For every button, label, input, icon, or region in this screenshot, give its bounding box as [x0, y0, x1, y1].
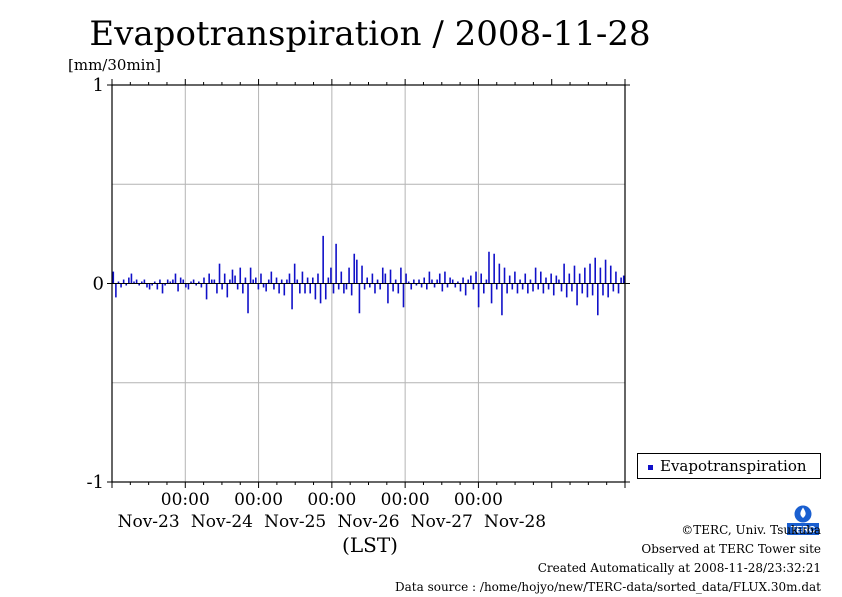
y-axis-unit: [mm/30min]: [68, 56, 161, 74]
y-tick-label: 0: [93, 274, 104, 295]
legend: Evapotranspiration: [637, 453, 821, 479]
series-evapotranspiration: [112, 235, 625, 316]
x-tick-time-label: 00:00: [381, 490, 430, 510]
x-tick-time-label: 00:00: [454, 490, 503, 510]
x-tick-time-label: 00:00: [234, 490, 283, 510]
x-tick-date-label: Nov-25: [264, 512, 326, 532]
x-axis-label: (LST): [342, 533, 398, 557]
y-tick-label: 1: [93, 75, 104, 96]
legend-swatch: [648, 465, 653, 470]
x-tick-time-label: 00:00: [161, 490, 210, 510]
legend-label: Evapotranspiration: [660, 457, 807, 475]
credit-copyright: ©TERC, Univ. Tsukuba: [681, 523, 821, 537]
credit-source: Data source : /home/hojyo/new/TERC-data/…: [395, 580, 821, 594]
x-tick-date-label: Nov-27: [411, 512, 473, 532]
credit-site: Observed at TERC Tower site: [641, 542, 821, 556]
credit-created: Created Automatically at 2008-11-28/23:3…: [537, 561, 821, 575]
chart-title: Evapotranspiration / 2008-11-28: [89, 14, 651, 54]
terc-logo: TERC: [784, 503, 822, 539]
x-tick-time-label: 00:00: [307, 490, 356, 510]
x-tick-date-label: Nov-26: [337, 512, 399, 532]
y-tick-label: -1: [86, 472, 104, 493]
logo-text: TERC: [791, 525, 816, 535]
x-tick-date-label: Nov-28: [484, 512, 546, 532]
x-tick-date-label: Nov-23: [118, 512, 180, 532]
axes: [107, 79, 630, 488]
x-tick-date-label: Nov-24: [191, 512, 253, 532]
credits: ©TERC, Univ. Tsukuba Observed at TERC To…: [395, 521, 821, 597]
